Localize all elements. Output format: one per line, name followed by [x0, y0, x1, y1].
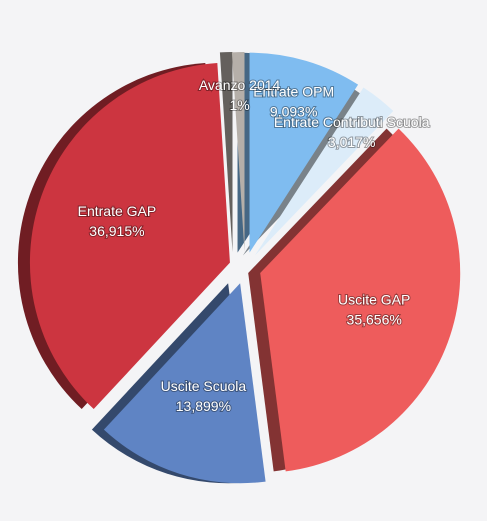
slice-label: Entrate GAP: [78, 203, 157, 219]
slice: [249, 52, 359, 253]
slice-label: Uscite GAP: [338, 291, 410, 307]
slice-label: Uscite Scuola: [161, 378, 247, 394]
slice-label: Avanzo 2014: [199, 77, 281, 93]
slice-side: [219, 52, 233, 253]
slice: [260, 128, 461, 472]
slice-value-label: 13,899%: [176, 398, 231, 414]
slice-value-label: 35,656%: [347, 311, 402, 327]
slice-value-label: 1%: [229, 97, 249, 113]
slice: [103, 283, 266, 484]
slice-value-label: 9,093%: [270, 104, 317, 120]
slice: [29, 63, 230, 410]
slice: [231, 52, 245, 253]
slice-label: Entrate Contributi Scuola: [274, 114, 430, 130]
slice-label: Entrate OPM: [253, 84, 334, 100]
slice: [254, 87, 394, 256]
slice-value-label: 3,017%: [328, 134, 375, 150]
slice-value-label: 36,915%: [89, 223, 144, 239]
